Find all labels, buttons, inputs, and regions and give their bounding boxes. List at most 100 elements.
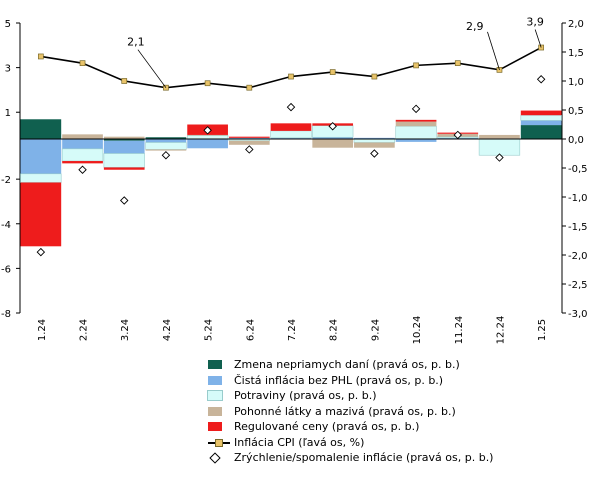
right-axis-tick-label: -2,5 — [568, 280, 588, 291]
cpi-marker — [246, 84, 253, 91]
legend-item-fuels: Pohonné látky a mazivá (pravá os, p. b.) — [208, 404, 493, 420]
bar-core-inflation — [270, 137, 312, 139]
legend-label: Čistá inflácia bez PHL (pravá os, p. b.) — [234, 373, 444, 387]
bar-core-inflation — [62, 139, 103, 149]
bar-core-inflation — [354, 137, 395, 139]
annotation-leader — [487, 31, 500, 70]
acceleration-marker — [245, 145, 254, 154]
left-axis-tick-label: -4 — [1, 220, 11, 231]
bar-food — [61, 148, 104, 162]
bar-regulated — [520, 110, 562, 116]
legend-swatch-diamond — [209, 452, 221, 464]
bar-core-inflation — [145, 139, 187, 143]
legend-item-core-inflation: Čistá inflácia bez PHL (pravá os, p. b.) — [208, 373, 493, 389]
bar-regulated — [103, 167, 145, 170]
x-axis-tick-label: 12.24 — [495, 316, 506, 345]
bar-fuels — [354, 142, 395, 148]
right-axis-tick-label: 1,5 — [568, 48, 584, 59]
legend-item-acceleration: Zrýchlenie/spomalenie inflácie (pravá os… — [208, 450, 493, 466]
acceleration-marker — [453, 130, 463, 140]
right-axis-tick-label: 1,0 — [568, 77, 584, 88]
acceleration-marker — [78, 165, 87, 174]
legend-swatch-indirect-taxes — [208, 360, 222, 369]
bar-food — [103, 153, 145, 168]
legend-label: Regulované ceny (pravá os, p. b.) — [234, 420, 420, 433]
legend-item-cpi: Inflácia CPI (ľavá os, %) — [208, 435, 493, 451]
legend-item-food: Potraviny (pravá os, p. b.) — [207, 388, 493, 404]
bar-core-inflation — [228, 137, 270, 139]
legend-swatch-fuels — [208, 406, 222, 416]
left-axis-tick-label: 5 — [5, 19, 11, 30]
cpi-marker — [454, 60, 461, 67]
bar-fuels — [228, 140, 270, 145]
bar-core-inflation — [395, 139, 437, 142]
bar-food — [353, 138, 396, 143]
left-axis-tick-label: -6 — [1, 264, 11, 275]
x-axis-tick-label: 4.24 — [162, 319, 173, 341]
x-axis-tick-label: 7.24 — [287, 319, 298, 341]
bar-regulated — [395, 119, 437, 122]
cpi-line — [40, 46, 542, 89]
acceleration-marker — [370, 149, 379, 158]
acceleration-marker — [495, 153, 504, 162]
right-axis-tick-label: 0,5 — [568, 106, 584, 117]
bar-fuels — [312, 139, 354, 148]
x-axis-tick-label: 6.24 — [245, 319, 256, 341]
annotation-label: 3,9 — [526, 16, 544, 29]
bar-food — [270, 130, 312, 139]
bar-food — [395, 125, 437, 140]
bar-food — [186, 135, 229, 140]
acceleration-marker — [328, 122, 337, 131]
legend-item-regulated: Regulované ceny (pravá os, p. b.) — [208, 419, 493, 435]
acceleration-marker — [119, 196, 129, 205]
annotation-leader — [534, 29, 542, 48]
bar-fuels — [62, 134, 103, 139]
bar-core-inflation — [103, 140, 145, 154]
bar-regulated — [62, 161, 103, 164]
left-axis-tick-label: -8 — [1, 309, 11, 320]
x-axis-tick-label: 1.24 — [37, 319, 48, 341]
legend-swatch-cpi-line — [208, 438, 230, 447]
bar-food — [145, 142, 187, 150]
bar-indirect-taxes — [103, 139, 145, 141]
bar-regulated — [20, 182, 62, 247]
bar-food — [20, 173, 62, 183]
legend-swatch-regulated — [208, 422, 222, 431]
left-axis-tick-label: 3 — [5, 64, 11, 75]
x-axis-tick-label: 2.24 — [79, 319, 90, 341]
bar-core-inflation — [312, 137, 354, 139]
right-axis-tick-label: -1,0 — [568, 193, 588, 204]
left-axis-tick-label: -2 — [1, 175, 11, 186]
left-axis-tick-label: 1 — [5, 108, 11, 119]
legend-label: Inflácia CPI (ľavá os, %) — [234, 435, 365, 449]
right-axis-tick-label: -2,0 — [568, 251, 588, 262]
bar-indirect-taxes — [20, 119, 62, 139]
bar-regulated — [228, 136, 270, 138]
annotation-leader — [137, 49, 167, 88]
legend: Zmena nepriamych daní (pravá os, p. b.) … — [207, 357, 493, 466]
right-axis-tick-label: -1,5 — [568, 222, 588, 233]
legend-item-indirect-taxes: Zmena nepriamych daní (pravá os, p. b.) — [208, 357, 493, 373]
acceleration-marker — [286, 102, 296, 112]
cpi-marker — [288, 73, 294, 80]
legend-swatch-core-inflation — [208, 375, 222, 385]
x-axis-tick-label: 11.24 — [454, 316, 465, 345]
bar-core-inflation — [20, 139, 62, 174]
bar-fuels — [187, 134, 228, 136]
bar-fuels — [103, 136, 145, 139]
bar-food — [478, 138, 521, 156]
cpi-marker — [79, 60, 86, 67]
right-axis-tick-label: 0,0 — [568, 135, 584, 146]
legend-label: Zrýchlenie/spomalenie inflácie (pravá os… — [234, 451, 494, 464]
bar-indirect-taxes — [145, 137, 187, 139]
bar-core-inflation — [520, 120, 562, 126]
cpi-marker — [329, 69, 336, 75]
bar-food — [520, 114, 562, 121]
bar-fuels — [479, 134, 520, 139]
legend-label: Pohonné látky a mazivá (pravá os, p. b.) — [234, 404, 456, 418]
right-axis-tick-label: -3,0 — [568, 309, 588, 320]
bar-fuels — [395, 121, 437, 127]
bar-core-inflation — [187, 139, 228, 149]
legend-label: Potraviny (pravá os, p. b.) — [234, 389, 377, 402]
